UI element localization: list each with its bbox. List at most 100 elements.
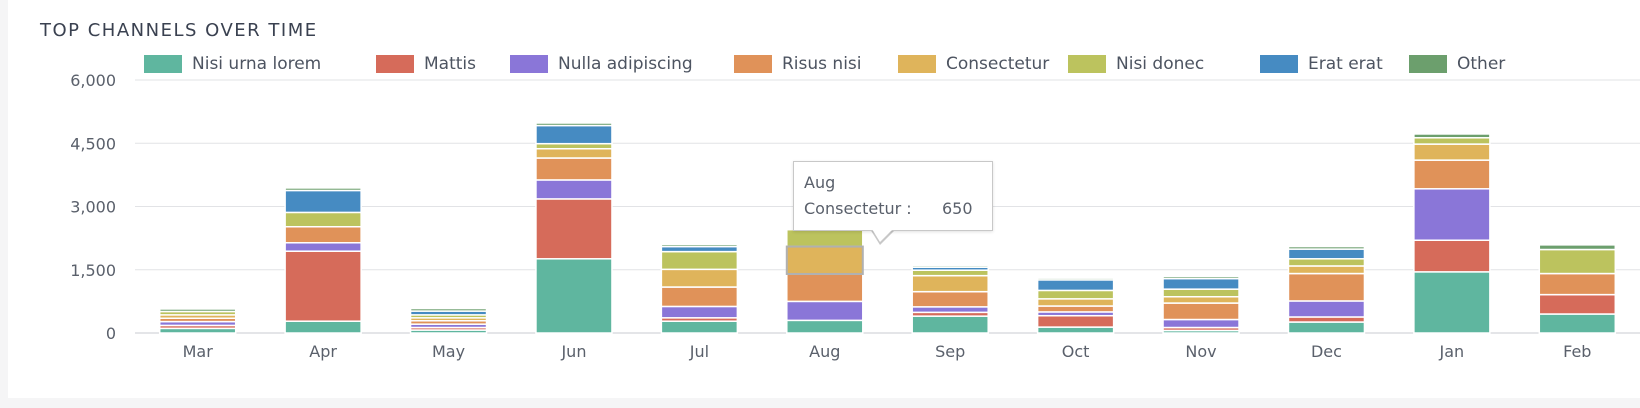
bar-segment <box>660 268 739 288</box>
bar-segment <box>284 189 362 214</box>
bar-segment <box>284 187 362 192</box>
legend-swatch <box>1260 55 1298 73</box>
legend-item[interactable]: Mattis <box>376 53 476 75</box>
bar-segment <box>1036 279 1115 292</box>
tooltip: Aug Consectetur : 650 <box>793 161 993 231</box>
tooltip-month: Aug <box>804 173 836 192</box>
bar-segment <box>1287 258 1366 267</box>
bar-segment <box>1162 288 1240 298</box>
bar-segment <box>911 264 989 268</box>
bar-segment <box>1162 302 1240 321</box>
bar-segment <box>911 269 989 277</box>
bar-segment <box>1162 275 1240 280</box>
bar-segment <box>1413 137 1491 145</box>
x-tick-label: Aug <box>809 342 840 361</box>
legend-label: Other <box>1457 54 1506 74</box>
legend-item[interactable]: Risus nisi <box>734 53 862 75</box>
legend-item[interactable]: Nulla adipiscing <box>510 53 693 75</box>
bar-segment <box>535 157 613 181</box>
legend-item[interactable]: Other <box>1409 53 1505 75</box>
bar-segment <box>786 300 864 322</box>
x-tick-label: Mar <box>183 342 214 361</box>
legend-item[interactable]: Erat erat <box>1260 53 1383 75</box>
bar-segment <box>1162 295 1240 304</box>
y-tick-label: 4,500 <box>70 134 116 153</box>
x-tick-label: Dec <box>1311 342 1342 361</box>
bar-segment <box>535 124 613 145</box>
legend-label: Erat erat <box>1308 54 1383 74</box>
legend-swatch <box>1068 55 1106 73</box>
bar-segment <box>1538 313 1617 334</box>
bar-segment <box>1538 272 1617 296</box>
legend-label: Risus nisi <box>782 54 862 74</box>
bar-segment <box>660 245 739 253</box>
bar-segment <box>786 319 864 334</box>
legend-label: Nisi urna lorem <box>192 54 322 74</box>
bar-segment <box>786 228 864 248</box>
stacked-bar-chart: 0 1,500 3,000 4,500 6,000 Mar Apr May Jun Jul Aug S… <box>70 71 1640 361</box>
legend-label: Mattis <box>424 54 476 74</box>
bar-segment <box>535 198 613 260</box>
legend-item[interactable]: Consectetur <box>898 53 1049 75</box>
bar-segment <box>911 274 989 293</box>
x-tick-label: Jun <box>560 342 586 361</box>
bar-segment <box>660 286 739 308</box>
bar-segment <box>1036 298 1115 307</box>
bar-segment <box>1287 321 1366 334</box>
legend-item[interactable]: Nisi urna lorem <box>144 53 321 75</box>
x-tick-label: Nov <box>1185 342 1216 361</box>
x-tick-label: Jul <box>689 342 709 361</box>
legend-label: Nisi donec <box>1116 54 1205 74</box>
bar-segment <box>535 142 613 150</box>
bar-segment <box>1287 316 1366 323</box>
tooltip-tail-inner <box>872 229 893 242</box>
chart-card: TOP CHANNELS OVER TIME Nisi urna lorem Ma… <box>8 0 1640 398</box>
y-tick-label: 3,000 <box>70 198 116 217</box>
x-tick-label: Apr <box>309 342 337 361</box>
legend-swatch <box>510 55 548 73</box>
bar-segment <box>1413 239 1491 273</box>
x-tick-label: Feb <box>1563 342 1591 361</box>
x-tick-label: Jan <box>1439 342 1465 361</box>
legend-item[interactable]: Nisi donec <box>1068 53 1204 75</box>
bar-segment <box>1287 265 1366 275</box>
bar-segment <box>1413 188 1491 241</box>
bar-segment <box>1413 133 1491 139</box>
bar-segment <box>535 258 613 334</box>
bar-segment <box>1538 244 1617 251</box>
bar-segment <box>911 290 989 308</box>
legend-swatch <box>898 55 936 73</box>
bar-segment <box>1287 248 1366 260</box>
bar-segment <box>1413 143 1491 161</box>
bar-segment <box>1036 326 1115 334</box>
legend-label: Consectetur <box>946 54 1050 74</box>
bar-segment <box>284 225 362 244</box>
bar-segment <box>535 122 613 127</box>
bar-segment <box>1538 293 1617 315</box>
legend-swatch <box>376 55 414 73</box>
bar-segment <box>660 243 739 248</box>
bar-segment <box>1287 245 1366 250</box>
bar-segment <box>1036 314 1115 328</box>
bar-segment <box>1287 272 1366 302</box>
bar-segment <box>1036 289 1115 300</box>
y-tick-label: 6,000 <box>70 71 116 90</box>
tooltip-series-label: Consectetur : <box>804 199 912 218</box>
bar-segment <box>1162 318 1240 329</box>
bar-segment <box>911 315 989 334</box>
bar-segment <box>158 308 237 313</box>
bar-segment <box>284 211 362 228</box>
tooltip-value: 650 <box>942 199 973 218</box>
y-tick-label: 1,500 <box>70 261 116 280</box>
bar-segment <box>786 273 864 303</box>
bar-segment <box>284 242 362 252</box>
x-tick-label: Oct <box>1062 342 1090 361</box>
x-tick-label: May <box>432 342 465 361</box>
bar-segment <box>1162 277 1240 290</box>
bar-segment <box>911 306 989 314</box>
bar-segment <box>535 147 613 159</box>
bar-segment <box>786 245 864 275</box>
legend-swatch <box>1409 55 1447 73</box>
bar-segment <box>284 250 362 322</box>
bar-segment <box>660 250 739 271</box>
